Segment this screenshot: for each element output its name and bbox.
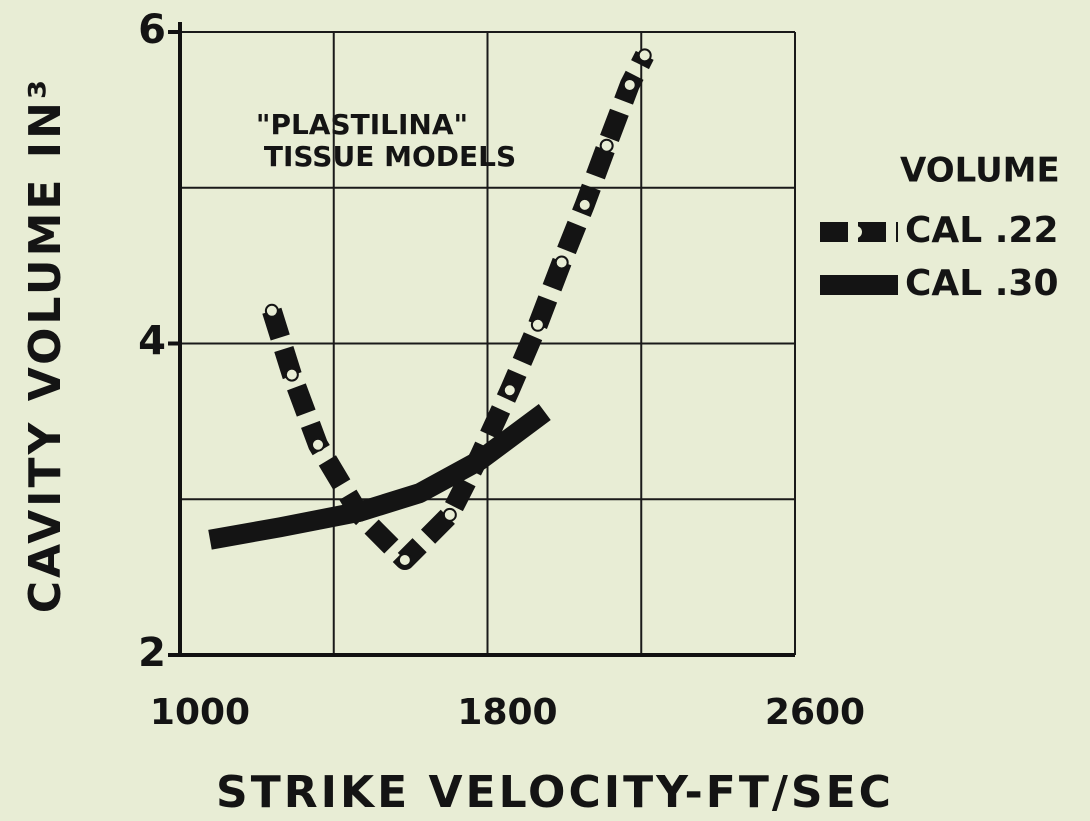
point: [530, 317, 545, 332]
y-tick-label: 6: [138, 7, 166, 53]
point: [577, 197, 592, 212]
legend-label: CAL .30: [905, 263, 1059, 304]
x-axis-label: STRIKE VELOCITY-FT/SEC: [216, 767, 894, 818]
x-tick-label: 1800: [457, 692, 557, 733]
x-tick-label: 1000: [150, 692, 250, 733]
legend-label: CAL .22: [905, 210, 1059, 251]
y-tick-label: 4: [138, 319, 166, 365]
line: [208, 404, 551, 550]
legend-title: VOLUME: [900, 151, 1060, 191]
point: [310, 437, 325, 452]
line: [262, 50, 654, 570]
point: [622, 77, 637, 92]
x-tick-label: 2600: [765, 692, 865, 733]
point: [397, 552, 412, 567]
annotation: "PLASTILINA": [256, 108, 468, 141]
point: [637, 48, 652, 63]
y-axis-label: CAVITY VOLUME IN³: [20, 77, 71, 613]
point: [442, 507, 457, 522]
y-tick-label: 2: [138, 630, 166, 676]
annotation: TISSUE MODELS: [264, 140, 516, 173]
point: [284, 367, 299, 382]
point: [554, 255, 569, 270]
point: [264, 303, 279, 318]
point: [599, 138, 614, 153]
point: [502, 383, 517, 398]
legend-dot: [850, 226, 862, 238]
